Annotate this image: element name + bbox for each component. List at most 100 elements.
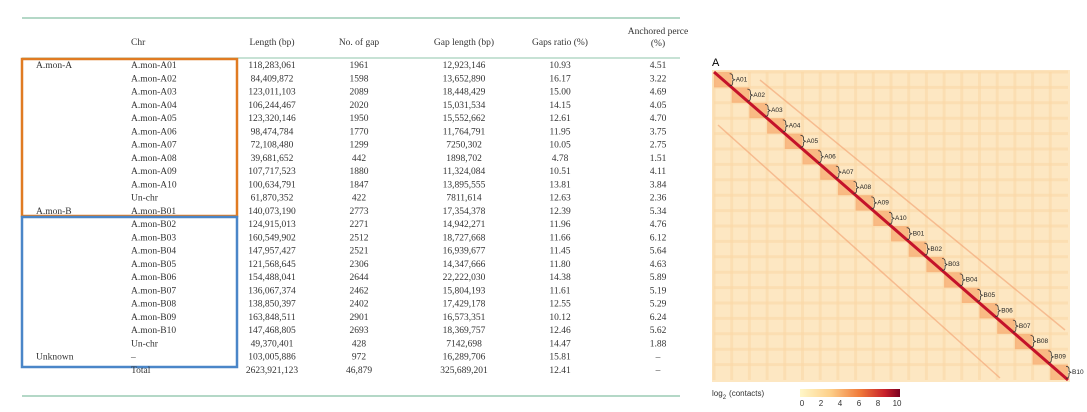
cell: 12.46 (549, 326, 571, 336)
cell: 2462 (350, 286, 369, 296)
scaffold-label: A03 (771, 107, 783, 114)
scaffold-label: B06 (1001, 307, 1013, 314)
colorbar-title-part: (contacts) (729, 389, 764, 398)
cell: A.mon-B04 (131, 247, 176, 257)
colorbar-tick: 10 (893, 399, 902, 408)
cell: 4.51 (650, 61, 667, 71)
header-cell: No. of gap (339, 37, 380, 48)
cell: 18,727,668 (443, 233, 486, 243)
cell: 46,879 (346, 366, 372, 376)
cell: 107,717,523 (248, 167, 296, 177)
cell: 163,848,511 (248, 313, 295, 323)
bracket (1012, 319, 1019, 333)
scaffold-label: B02 (930, 246, 942, 253)
colorbar-title-part: 2 (723, 395, 727, 401)
cell: A.mon-B05 (131, 260, 176, 270)
cell: 325,689,201 (440, 366, 488, 376)
cell: A.mon-A09 (131, 167, 177, 177)
cell: 11.80 (549, 260, 570, 270)
cell: – (655, 353, 661, 363)
scaffold-label: B01 (913, 230, 925, 237)
cell: Un-chr (131, 339, 159, 349)
cell: 6.24 (650, 313, 667, 323)
cell: 12.41 (549, 366, 571, 376)
cell: 2.36 (650, 194, 667, 204)
cell: 16.17 (549, 74, 571, 84)
bracket (818, 150, 825, 164)
cell: 2271 (350, 220, 369, 230)
colorbar-title-part: log (712, 389, 723, 398)
cell: 5.89 (650, 273, 667, 283)
cell: 1299 (350, 141, 369, 151)
cell: 15,031,534 (443, 101, 486, 111)
cell: 2089 (350, 88, 369, 98)
cell: 123,320,146 (248, 114, 296, 124)
cell: 1598 (350, 74, 369, 84)
bracket (729, 73, 736, 87)
cell: 2644 (350, 273, 369, 283)
cell: 13,895,555 (443, 180, 486, 190)
bracket (1048, 350, 1055, 364)
bracket (1065, 365, 1072, 379)
cell: 147,957,427 (248, 247, 296, 257)
cell: 15.00 (549, 88, 571, 98)
scaffold-label: A06 (824, 153, 836, 160)
bracket (800, 134, 807, 148)
cell: 140,073,190 (248, 207, 296, 217)
cell: 11.66 (549, 233, 570, 243)
cell: 442 (352, 154, 367, 164)
header-cell: (%) (651, 38, 665, 49)
cell: 1770 (350, 127, 369, 137)
cell: 123,011,103 (248, 88, 295, 98)
cell: 98,474,784 (251, 127, 294, 137)
bracket (747, 88, 754, 102)
cell: 5.62 (650, 326, 667, 336)
cell: 12.63 (549, 194, 571, 204)
scaffold-label: A07 (842, 169, 854, 176)
scaffold-label: B09 (1054, 354, 1066, 361)
cell: 16,939,677 (443, 247, 486, 257)
cell: A.mon-A02 (131, 74, 177, 84)
group-b-box (20, 215, 239, 369)
cell: 12.55 (549, 300, 571, 310)
cell: 1898,702 (446, 154, 482, 164)
bracket (924, 242, 931, 256)
cell: 2521 (350, 247, 369, 257)
cell: 11.61 (549, 286, 570, 296)
scaffold-label: A02 (753, 92, 765, 99)
cell: A.mon-B03 (131, 233, 176, 243)
cell: 2.75 (650, 141, 667, 151)
cell: 4.11 (650, 167, 667, 177)
cell: 10.05 (549, 141, 571, 151)
cell: 12.39 (549, 207, 571, 217)
cell: 10.93 (549, 61, 571, 71)
bracket (959, 273, 966, 287)
cell: 7142,698 (446, 339, 482, 349)
cell: 124,915,013 (248, 220, 296, 230)
cell: 14.15 (549, 101, 571, 111)
colorbar (800, 389, 900, 397)
cell: 1847 (350, 180, 369, 190)
header-cell: Gaps ratio (%) (532, 37, 588, 48)
stripe (759, 79, 1066, 331)
cell: 16,289,706 (443, 353, 486, 363)
cell: 11.96 (549, 220, 570, 230)
cell: 160,549,902 (248, 233, 296, 243)
cell: 2402 (350, 300, 369, 310)
scaffold-label: A04 (789, 123, 801, 130)
cell: 2693 (350, 326, 369, 336)
cell: 15,804,193 (443, 286, 486, 296)
cell: A.mon-B01 (131, 207, 176, 217)
cell: 4.63 (650, 260, 667, 270)
cell: 3.84 (650, 180, 667, 190)
cell: 136,067,374 (248, 286, 296, 296)
cell: 15,552,662 (443, 114, 486, 124)
diagonal (713, 70, 1069, 382)
cell: 103,005,886 (248, 353, 296, 363)
cell: 4.69 (650, 88, 667, 98)
bracket (871, 196, 878, 210)
cell: 1961 (350, 61, 369, 71)
colorbar-tick: 0 (800, 399, 805, 408)
scaffold-label: B10 (1072, 369, 1084, 376)
cell: 4.78 (552, 154, 569, 164)
